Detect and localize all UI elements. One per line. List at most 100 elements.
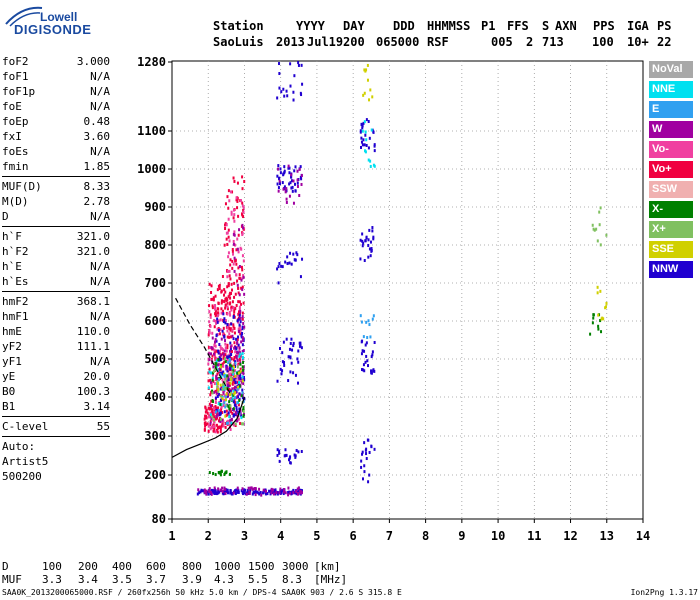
data-point (208, 489, 211, 493)
param-value: 111.1 (76, 340, 110, 353)
data-point (268, 489, 271, 493)
data-point (248, 491, 251, 495)
data-point (282, 492, 285, 496)
data-point (372, 130, 375, 134)
data-point (213, 348, 216, 352)
y-tick-label: 1100 (137, 124, 166, 138)
data-point (230, 210, 233, 214)
data-point (595, 227, 598, 231)
data-point (367, 364, 370, 368)
data-point (283, 169, 286, 173)
data-point (597, 313, 600, 317)
data-point (216, 333, 219, 337)
data-point (231, 387, 234, 391)
data-point (215, 321, 218, 325)
data-point (238, 398, 241, 402)
data-point (224, 339, 227, 343)
row-value: 400 (112, 560, 132, 573)
data-point (219, 328, 222, 332)
data-point (297, 63, 300, 67)
data-point (363, 91, 366, 95)
y-tick-label: 400 (144, 390, 166, 404)
data-point (241, 327, 244, 331)
data-point (277, 265, 280, 269)
data-point (242, 400, 245, 404)
data-point (598, 223, 601, 227)
data-point (207, 424, 210, 428)
param-value: 2.78 (83, 195, 111, 208)
data-point (229, 258, 232, 262)
data-point (360, 145, 363, 149)
profile-curve-dashed (175, 297, 231, 394)
data-point (364, 133, 367, 137)
data-point (289, 370, 292, 374)
data-point (207, 352, 210, 356)
data-point (220, 299, 223, 303)
data-point (232, 262, 235, 266)
data-point (221, 486, 224, 490)
param-value: 1.85 (83, 160, 111, 173)
data-point (285, 89, 288, 93)
data-point (227, 282, 230, 286)
data-point (239, 379, 242, 383)
data-point (223, 357, 226, 361)
data-point (220, 353, 223, 357)
data-point (370, 369, 373, 373)
data-point (596, 285, 599, 289)
data-point (214, 405, 217, 409)
data-point (279, 367, 282, 371)
data-point (245, 492, 248, 496)
data-point (233, 281, 236, 285)
data-point (289, 181, 292, 185)
data-point (283, 363, 286, 367)
data-point (278, 262, 281, 266)
data-point (233, 413, 236, 417)
data-point (223, 384, 226, 388)
data-point (198, 491, 201, 495)
data-point (296, 169, 299, 173)
data-point (241, 201, 244, 205)
data-point (239, 332, 242, 336)
data-point (279, 167, 282, 171)
data-point (239, 412, 242, 416)
data-point (294, 373, 297, 377)
data-point (224, 303, 227, 307)
data-point (240, 286, 243, 290)
data-point (298, 193, 301, 197)
data-point (213, 350, 216, 354)
param-value: 20.0 (83, 370, 111, 383)
data-point (238, 293, 241, 297)
param-name: foE (2, 100, 22, 113)
data-point (211, 376, 214, 380)
data-point (232, 358, 235, 362)
data-point (213, 319, 216, 323)
data-point (237, 250, 240, 254)
param-row: D N/A (2, 209, 110, 224)
param-row: B0 100.3 (2, 384, 110, 399)
data-point (228, 423, 231, 427)
data-point (242, 349, 245, 353)
param-row: foE N/A (2, 99, 110, 114)
data-point (211, 297, 214, 301)
param-row: foEp 0.48 (2, 114, 110, 129)
data-point (214, 430, 217, 434)
data-point (220, 407, 223, 411)
data-point (237, 286, 240, 290)
data-point (217, 349, 220, 353)
data-point (216, 394, 219, 398)
data-point (226, 421, 229, 425)
data-point (227, 491, 230, 495)
data-point (231, 370, 234, 374)
data-point (229, 367, 232, 371)
data-point (221, 329, 224, 333)
data-point (227, 419, 230, 423)
data-point (224, 414, 227, 418)
data-point (241, 365, 244, 369)
data-point (290, 361, 293, 365)
data-point (205, 492, 208, 496)
data-point (227, 375, 230, 379)
data-point (223, 334, 226, 338)
data-point (233, 389, 236, 393)
data-point (209, 404, 212, 408)
data-point (294, 189, 297, 193)
